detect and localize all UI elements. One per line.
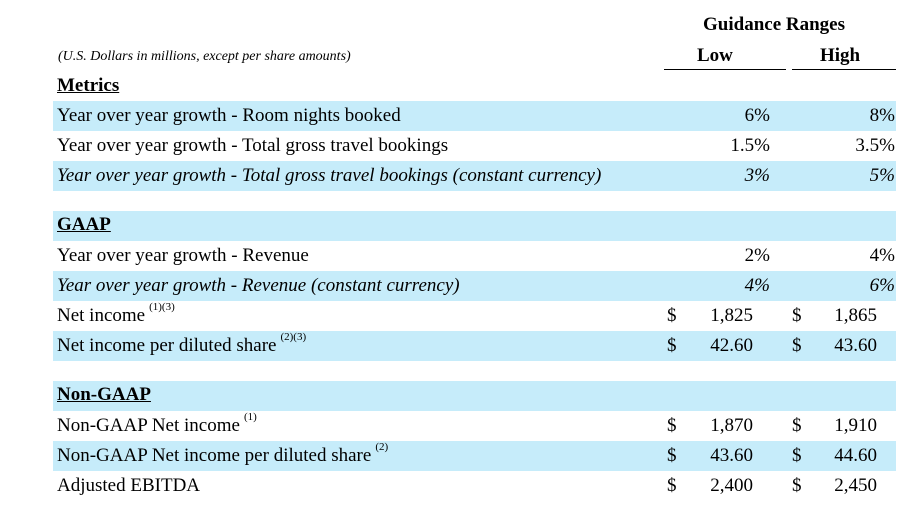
high-currency-symbol: $: [792, 305, 802, 326]
low-currency-symbol: $: [667, 305, 677, 326]
high-value: 8%: [869, 105, 895, 126]
row-room-nights: Year over year growth - Room nights book…: [53, 101, 896, 131]
guidance-ranges-title: Guidance Ranges: [703, 14, 845, 35]
footnote-ref: (2): [375, 441, 389, 453]
label-text: Net income: [57, 305, 146, 326]
label-text: Net income per diluted share: [57, 335, 277, 356]
footnote-ref: (2)(3): [280, 331, 307, 343]
non-gaap-section-header: Non-GAAP: [53, 381, 896, 411]
high-value: 4%: [869, 245, 895, 266]
row-revenue: Year over year growth - Revenue 2% 4%: [53, 241, 896, 271]
row-gross-bookings: Year over year growth - Total gross trav…: [53, 131, 896, 161]
label-text: Non-GAAP Net income per diluted share: [57, 445, 372, 466]
row-label: Adjusted EBITDA: [57, 475, 201, 496]
gaap-section-header: GAAP: [53, 211, 896, 241]
units-note: (U.S. Dollars in millions, except per sh…: [58, 49, 351, 64]
low-value: 4%: [744, 275, 770, 296]
low-currency-symbol: $: [667, 335, 677, 356]
row-label: Net income (1)(3): [57, 301, 175, 327]
low-value: 2,400: [710, 475, 753, 496]
row-label: Year over year growth - Revenue: [57, 245, 309, 266]
high-value: 1,865: [834, 305, 877, 326]
low-value: 3%: [744, 165, 770, 186]
row-label: Year over year growth - Total gross trav…: [57, 165, 602, 186]
low-currency-symbol: $: [667, 475, 677, 496]
row-net-income: Net income (1)(3) $ 1,825 $ 1,865: [53, 301, 896, 331]
low-value: 1.5%: [730, 135, 770, 156]
high-value: 43.60: [834, 335, 877, 356]
row-label: Year over year growth - Room nights book…: [57, 105, 401, 126]
row-adjusted-ebitda: Adjusted EBITDA $ 2,400 $ 2,450: [53, 471, 896, 501]
high-currency-symbol: $: [792, 335, 802, 356]
metrics-section-header: Metrics: [53, 72, 896, 102]
high-value: 5%: [869, 165, 895, 186]
low-column-header: Low: [697, 45, 733, 66]
high-value: 1,910: [834, 415, 877, 436]
row-label: Year over year growth - Total gross trav…: [57, 135, 449, 156]
low-value: 6%: [744, 105, 770, 126]
row-non-gaap-net-income-per-share: Non-GAAP Net income per diluted share (2)…: [53, 441, 896, 471]
low-value: 42.60: [710, 335, 753, 356]
footnote-ref: (1)(3): [149, 301, 175, 313]
low-currency-symbol: $: [667, 415, 677, 436]
metrics-section-title: Metrics: [57, 75, 120, 96]
row-revenue-constant-currency: Year over year growth - Revenue (constan…: [53, 271, 896, 301]
low-value: 43.60: [710, 445, 753, 466]
high-value: 2,450: [834, 475, 877, 496]
row-label: Non-GAAP Net income (1): [57, 411, 257, 437]
high-value: 6%: [869, 275, 895, 296]
low-currency-symbol: $: [667, 445, 677, 466]
row-non-gaap-net-income: Non-GAAP Net income (1) $ 1,870 $ 1,910: [53, 411, 896, 441]
high-column-header: High: [820, 45, 861, 66]
high-header-rule: [792, 69, 896, 70]
row-label: Net income per diluted share (2)(3): [57, 331, 306, 357]
high-currency-symbol: $: [792, 415, 802, 436]
high-currency-symbol: $: [792, 475, 802, 496]
non-gaap-section-title: Non-GAAP: [57, 384, 151, 405]
low-header-rule: [664, 69, 786, 70]
row-label: Year over year growth - Revenue (constan…: [57, 275, 460, 296]
high-value: 44.60: [834, 445, 877, 466]
low-value: 1,825: [710, 305, 753, 326]
high-currency-symbol: $: [792, 445, 802, 466]
label-text: Non-GAAP Net income: [57, 415, 240, 436]
footnote-ref: (1): [243, 411, 257, 423]
row-gross-bookings-constant-currency: Year over year growth - Total gross trav…: [53, 161, 896, 191]
low-value: 1,870: [710, 415, 753, 436]
low-value: 2%: [744, 245, 770, 266]
row-label: Non-GAAP Net income per diluted share (2): [57, 441, 388, 467]
row-net-income-per-share: Net income per diluted share (2)(3) $ 42.…: [53, 331, 896, 361]
high-value: 3.5%: [855, 135, 895, 156]
gaap-section-title: GAAP: [57, 214, 111, 235]
